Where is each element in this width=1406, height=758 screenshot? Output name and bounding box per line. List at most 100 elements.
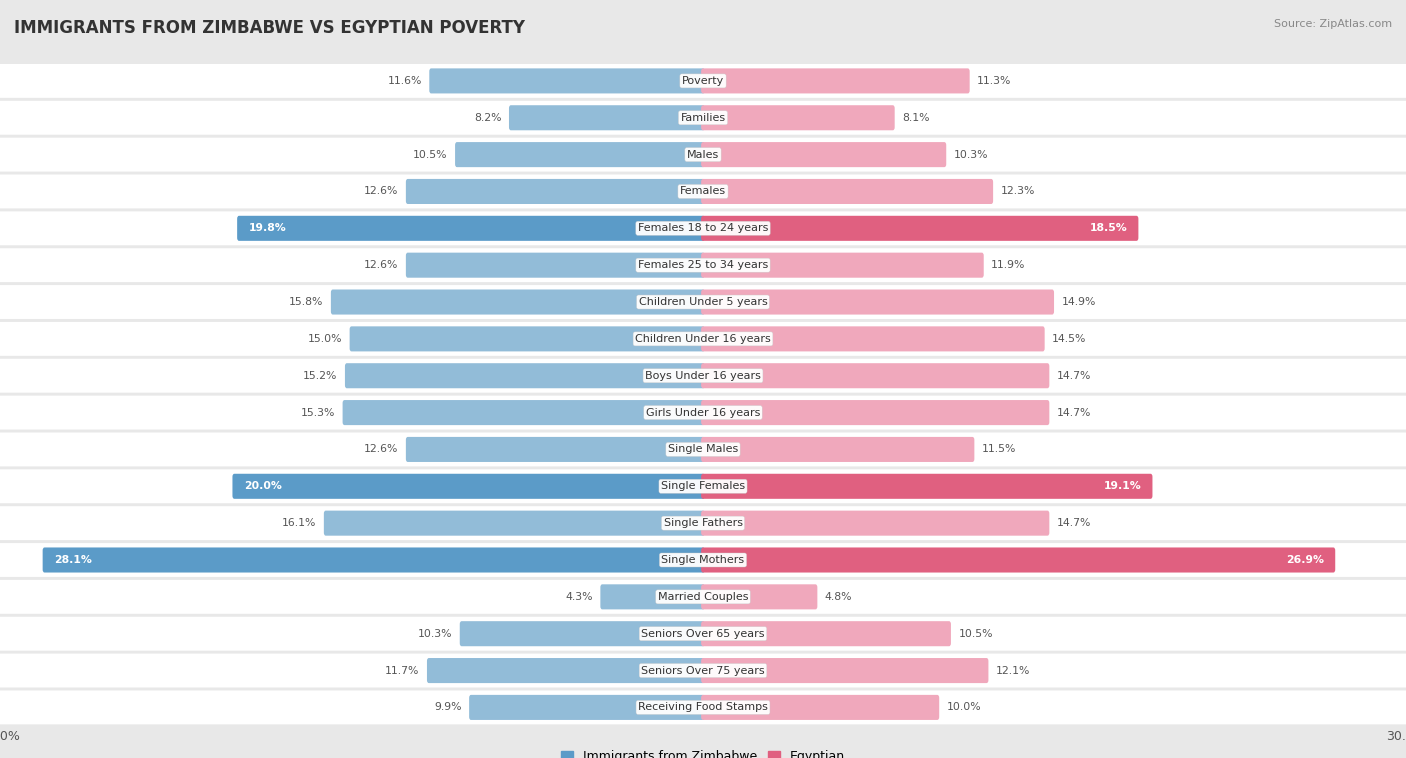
FancyBboxPatch shape bbox=[702, 179, 993, 204]
FancyBboxPatch shape bbox=[427, 658, 704, 683]
Text: 15.2%: 15.2% bbox=[304, 371, 337, 381]
Text: 12.6%: 12.6% bbox=[364, 260, 398, 270]
Text: Seniors Over 65 years: Seniors Over 65 years bbox=[641, 628, 765, 639]
Text: 10.3%: 10.3% bbox=[953, 149, 988, 160]
FancyBboxPatch shape bbox=[0, 469, 1406, 503]
Text: 14.7%: 14.7% bbox=[1057, 518, 1091, 528]
Text: 26.9%: 26.9% bbox=[1286, 555, 1324, 565]
FancyBboxPatch shape bbox=[406, 252, 704, 277]
Text: Families: Families bbox=[681, 113, 725, 123]
FancyBboxPatch shape bbox=[702, 363, 1049, 388]
Text: Single Mothers: Single Mothers bbox=[661, 555, 745, 565]
FancyBboxPatch shape bbox=[470, 695, 704, 720]
FancyBboxPatch shape bbox=[0, 101, 1406, 135]
FancyBboxPatch shape bbox=[0, 653, 1406, 688]
Text: 18.5%: 18.5% bbox=[1090, 224, 1128, 233]
Legend: Immigrants from Zimbabwe, Egyptian: Immigrants from Zimbabwe, Egyptian bbox=[555, 745, 851, 758]
Text: 11.7%: 11.7% bbox=[385, 666, 419, 675]
Text: 19.1%: 19.1% bbox=[1104, 481, 1142, 491]
Text: 4.3%: 4.3% bbox=[565, 592, 593, 602]
Text: Females 25 to 34 years: Females 25 to 34 years bbox=[638, 260, 768, 270]
Text: Females 18 to 24 years: Females 18 to 24 years bbox=[638, 224, 768, 233]
FancyBboxPatch shape bbox=[0, 580, 1406, 614]
Text: 4.8%: 4.8% bbox=[825, 592, 852, 602]
FancyBboxPatch shape bbox=[0, 396, 1406, 430]
Text: 28.1%: 28.1% bbox=[53, 555, 91, 565]
Text: 14.7%: 14.7% bbox=[1057, 408, 1091, 418]
Text: Seniors Over 75 years: Seniors Over 75 years bbox=[641, 666, 765, 675]
Text: 11.5%: 11.5% bbox=[981, 444, 1017, 455]
FancyBboxPatch shape bbox=[702, 327, 1045, 352]
FancyBboxPatch shape bbox=[702, 68, 970, 93]
FancyBboxPatch shape bbox=[0, 433, 1406, 466]
Text: 12.1%: 12.1% bbox=[995, 666, 1031, 675]
FancyBboxPatch shape bbox=[702, 584, 817, 609]
Text: 12.6%: 12.6% bbox=[364, 444, 398, 455]
Text: 11.6%: 11.6% bbox=[388, 76, 422, 86]
FancyBboxPatch shape bbox=[702, 216, 1139, 241]
FancyBboxPatch shape bbox=[0, 543, 1406, 577]
FancyBboxPatch shape bbox=[0, 691, 1406, 725]
Text: Females: Females bbox=[681, 186, 725, 196]
FancyBboxPatch shape bbox=[702, 621, 950, 647]
Text: 11.9%: 11.9% bbox=[991, 260, 1025, 270]
FancyBboxPatch shape bbox=[702, 547, 1336, 572]
Text: 10.0%: 10.0% bbox=[946, 703, 981, 713]
Text: IMMIGRANTS FROM ZIMBABWE VS EGYPTIAN POVERTY: IMMIGRANTS FROM ZIMBABWE VS EGYPTIAN POV… bbox=[14, 19, 524, 37]
FancyBboxPatch shape bbox=[330, 290, 704, 315]
FancyBboxPatch shape bbox=[343, 400, 704, 425]
FancyBboxPatch shape bbox=[702, 142, 946, 168]
FancyBboxPatch shape bbox=[0, 506, 1406, 540]
Text: Males: Males bbox=[688, 149, 718, 160]
Text: Boys Under 16 years: Boys Under 16 years bbox=[645, 371, 761, 381]
FancyBboxPatch shape bbox=[702, 658, 988, 683]
FancyBboxPatch shape bbox=[702, 400, 1049, 425]
Text: 15.0%: 15.0% bbox=[308, 334, 342, 344]
FancyBboxPatch shape bbox=[42, 547, 704, 572]
Text: Children Under 5 years: Children Under 5 years bbox=[638, 297, 768, 307]
Text: 14.7%: 14.7% bbox=[1057, 371, 1091, 381]
Text: 10.5%: 10.5% bbox=[413, 149, 447, 160]
Text: Receiving Food Stamps: Receiving Food Stamps bbox=[638, 703, 768, 713]
FancyBboxPatch shape bbox=[702, 105, 894, 130]
FancyBboxPatch shape bbox=[702, 695, 939, 720]
Text: Single Fathers: Single Fathers bbox=[664, 518, 742, 528]
FancyBboxPatch shape bbox=[238, 216, 704, 241]
FancyBboxPatch shape bbox=[702, 474, 1153, 499]
FancyBboxPatch shape bbox=[0, 211, 1406, 246]
Text: 10.5%: 10.5% bbox=[959, 628, 993, 639]
FancyBboxPatch shape bbox=[232, 474, 704, 499]
FancyBboxPatch shape bbox=[702, 437, 974, 462]
FancyBboxPatch shape bbox=[0, 285, 1406, 319]
Text: 16.1%: 16.1% bbox=[283, 518, 316, 528]
Text: 19.8%: 19.8% bbox=[249, 224, 287, 233]
FancyBboxPatch shape bbox=[406, 437, 704, 462]
Text: Poverty: Poverty bbox=[682, 76, 724, 86]
Text: 12.6%: 12.6% bbox=[364, 186, 398, 196]
FancyBboxPatch shape bbox=[702, 290, 1054, 315]
Text: Girls Under 16 years: Girls Under 16 years bbox=[645, 408, 761, 418]
Text: Source: ZipAtlas.com: Source: ZipAtlas.com bbox=[1274, 19, 1392, 29]
Text: 14.5%: 14.5% bbox=[1052, 334, 1087, 344]
FancyBboxPatch shape bbox=[0, 138, 1406, 171]
Text: 15.3%: 15.3% bbox=[301, 408, 335, 418]
Text: 20.0%: 20.0% bbox=[243, 481, 281, 491]
FancyBboxPatch shape bbox=[509, 105, 704, 130]
Text: 14.9%: 14.9% bbox=[1062, 297, 1095, 307]
FancyBboxPatch shape bbox=[323, 511, 704, 536]
Text: Single Males: Single Males bbox=[668, 444, 738, 455]
FancyBboxPatch shape bbox=[456, 142, 704, 168]
FancyBboxPatch shape bbox=[702, 511, 1049, 536]
FancyBboxPatch shape bbox=[600, 584, 704, 609]
Text: Married Couples: Married Couples bbox=[658, 592, 748, 602]
Text: Children Under 16 years: Children Under 16 years bbox=[636, 334, 770, 344]
FancyBboxPatch shape bbox=[0, 248, 1406, 282]
FancyBboxPatch shape bbox=[0, 359, 1406, 393]
FancyBboxPatch shape bbox=[0, 174, 1406, 208]
FancyBboxPatch shape bbox=[350, 327, 704, 352]
Text: 8.2%: 8.2% bbox=[474, 113, 502, 123]
FancyBboxPatch shape bbox=[460, 621, 704, 647]
FancyBboxPatch shape bbox=[344, 363, 704, 388]
Text: Single Females: Single Females bbox=[661, 481, 745, 491]
Text: 9.9%: 9.9% bbox=[434, 703, 461, 713]
